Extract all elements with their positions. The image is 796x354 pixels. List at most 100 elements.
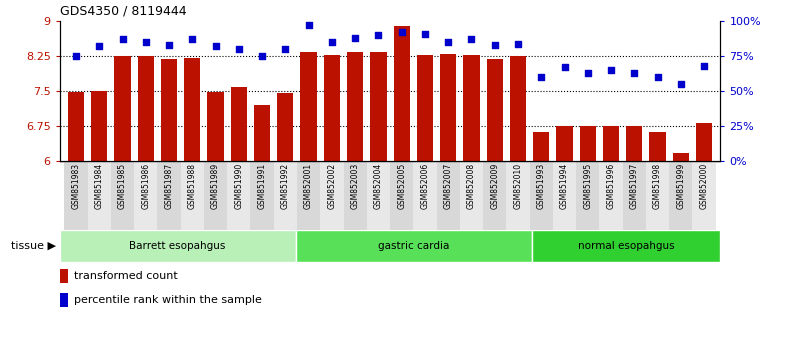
Bar — [622, 161, 646, 230]
Point — [674, 81, 687, 87]
Text: transformed count: transformed count — [74, 271, 178, 281]
Point — [209, 44, 222, 49]
Bar — [295, 230, 532, 262]
Text: GSM851989: GSM851989 — [211, 163, 220, 209]
Text: GSM852002: GSM852002 — [327, 163, 337, 209]
Text: GSM851995: GSM851995 — [583, 163, 592, 209]
Text: GSM851992: GSM851992 — [281, 163, 290, 209]
Text: GSM852010: GSM852010 — [513, 163, 522, 209]
Text: percentile rank within the sample: percentile rank within the sample — [74, 295, 262, 305]
Point — [139, 39, 152, 45]
Point — [489, 42, 501, 48]
Point — [465, 36, 478, 42]
Point — [69, 53, 82, 59]
Bar — [138, 56, 154, 161]
Bar — [297, 161, 320, 230]
Text: GSM851991: GSM851991 — [258, 163, 267, 209]
Bar — [673, 153, 689, 161]
Bar — [324, 55, 340, 161]
Bar — [417, 55, 433, 161]
Bar — [553, 161, 576, 230]
Bar — [579, 126, 596, 161]
Text: GSM851997: GSM851997 — [630, 163, 639, 209]
Bar — [510, 56, 526, 161]
Bar — [254, 105, 270, 161]
Bar — [460, 161, 483, 230]
Bar — [440, 54, 456, 161]
Point — [116, 36, 129, 42]
Bar — [483, 161, 506, 230]
Bar — [556, 126, 572, 161]
Bar — [111, 161, 135, 230]
Bar — [413, 161, 436, 230]
Text: GSM851983: GSM851983 — [72, 163, 80, 209]
Text: GSM852001: GSM852001 — [304, 163, 313, 209]
Text: GSM851986: GSM851986 — [141, 163, 150, 209]
Bar — [300, 52, 317, 161]
Bar — [696, 123, 712, 161]
Text: GSM851988: GSM851988 — [188, 163, 197, 209]
Point — [419, 31, 431, 37]
Bar — [436, 161, 460, 230]
Text: GSM851984: GSM851984 — [95, 163, 103, 209]
Text: normal esopahgus: normal esopahgus — [578, 241, 674, 251]
Bar — [60, 269, 68, 283]
Bar — [91, 91, 107, 161]
Bar — [367, 161, 390, 230]
Text: GSM852007: GSM852007 — [443, 163, 453, 209]
Point — [558, 64, 571, 70]
Point — [279, 46, 291, 52]
Text: gastric cardia: gastric cardia — [378, 241, 449, 251]
Text: GSM852000: GSM852000 — [700, 163, 708, 209]
Bar — [115, 56, 131, 161]
Bar — [88, 161, 111, 230]
Point — [512, 41, 525, 46]
Point — [93, 44, 106, 49]
Point — [256, 53, 268, 59]
Bar — [274, 161, 297, 230]
Text: GSM852006: GSM852006 — [420, 163, 429, 209]
Bar — [576, 161, 599, 230]
Point — [535, 74, 548, 80]
Bar — [669, 161, 693, 230]
Bar — [161, 59, 178, 161]
Text: tissue ▶: tissue ▶ — [10, 241, 56, 251]
Bar — [506, 161, 529, 230]
Text: GSM852003: GSM852003 — [351, 163, 360, 209]
Text: GSM851987: GSM851987 — [165, 163, 174, 209]
Text: GSM851990: GSM851990 — [234, 163, 244, 209]
Point — [581, 70, 594, 76]
Point — [372, 33, 384, 38]
Point — [302, 23, 315, 28]
Text: GSM852008: GSM852008 — [467, 163, 476, 209]
Bar — [650, 132, 665, 161]
Bar — [60, 230, 295, 262]
Point — [232, 46, 245, 52]
Point — [349, 35, 361, 41]
Bar — [227, 161, 251, 230]
Bar — [344, 161, 367, 230]
Text: GSM851996: GSM851996 — [607, 163, 615, 209]
Text: GDS4350 / 8119444: GDS4350 / 8119444 — [60, 5, 186, 18]
Bar — [370, 52, 387, 161]
Bar — [158, 161, 181, 230]
Bar — [64, 161, 88, 230]
Bar — [181, 161, 204, 230]
Bar — [599, 161, 622, 230]
Bar — [463, 55, 480, 161]
Bar — [533, 132, 549, 161]
Bar — [603, 126, 619, 161]
Point — [442, 39, 455, 45]
Bar — [320, 161, 344, 230]
Bar — [231, 87, 247, 161]
Point — [605, 67, 618, 73]
Bar — [390, 161, 413, 230]
Bar — [208, 92, 224, 161]
Bar — [393, 26, 410, 161]
Text: GSM851994: GSM851994 — [560, 163, 569, 209]
Text: GSM851993: GSM851993 — [537, 163, 546, 209]
Text: Barrett esopahgus: Barrett esopahgus — [130, 241, 226, 251]
Bar — [184, 58, 201, 161]
Bar — [204, 161, 227, 230]
Bar — [693, 161, 716, 230]
